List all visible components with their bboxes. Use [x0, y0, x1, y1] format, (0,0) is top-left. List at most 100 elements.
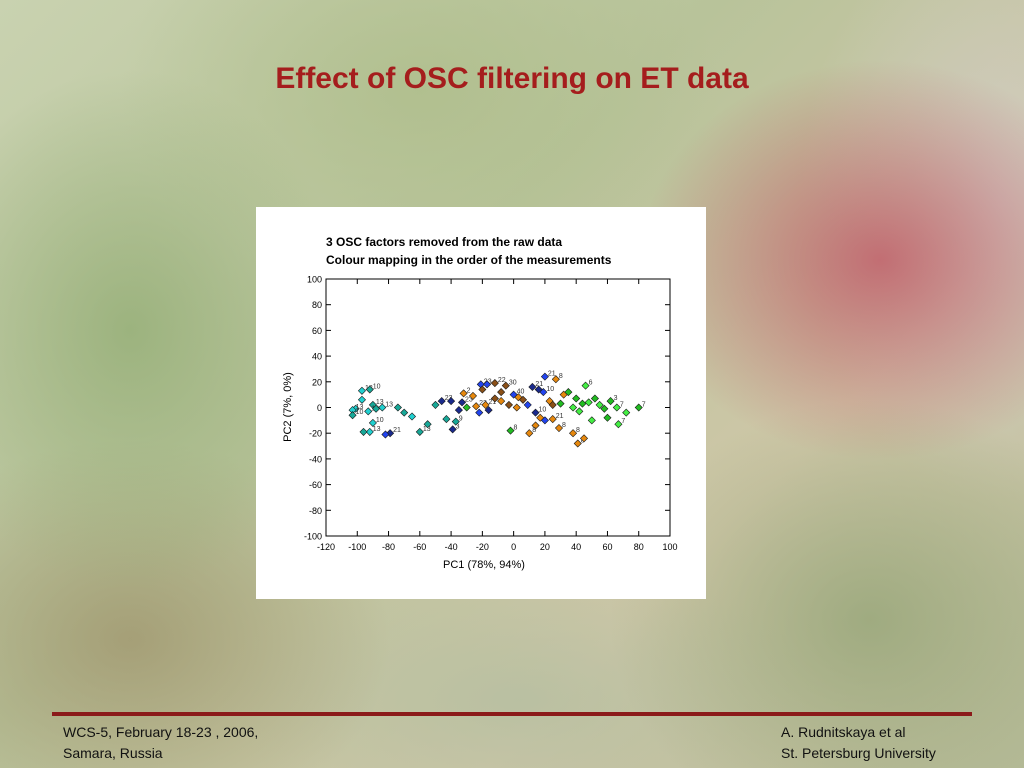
data-point-label: 10	[373, 384, 381, 391]
data-point	[587, 416, 596, 425]
data-point	[490, 379, 499, 388]
chart-title-line1: 3 OSC factors removed from the raw data	[326, 235, 562, 249]
data-point-label: 8	[562, 422, 566, 429]
data-point	[569, 403, 578, 412]
y-tick-label: -40	[309, 454, 322, 464]
data-point	[483, 380, 492, 389]
data-point	[437, 397, 446, 406]
data-point	[579, 434, 589, 443]
data-point-label: 10	[376, 417, 384, 424]
data-point	[393, 403, 402, 412]
data-point	[458, 398, 467, 407]
x-tick-label: -40	[445, 542, 458, 552]
data-point	[590, 394, 599, 403]
data-point	[490, 394, 499, 403]
data-point-label: 13	[373, 426, 381, 433]
data-point	[531, 408, 540, 417]
x-tick-label: 100	[662, 542, 677, 552]
data-point	[481, 400, 490, 409]
data-point	[415, 427, 424, 436]
data-point-label: 7	[621, 418, 625, 425]
data-point-label: 10	[539, 407, 547, 414]
x-axis: -120 -100 -80 -60 -40 -20 0 20 40 60 80 100	[317, 279, 678, 552]
data-point-label: 21	[556, 413, 564, 420]
data-point-label: 13	[356, 404, 364, 411]
data-point	[448, 425, 457, 434]
footer-left: WCS-5, February 18-23 , 2006, Samara, Ru…	[63, 722, 258, 764]
data-point	[595, 400, 604, 409]
data-point	[357, 386, 366, 395]
data-point-label: 40	[517, 389, 525, 396]
data-point-label: 22	[498, 377, 506, 384]
data-point	[447, 397, 456, 406]
data-point-label: 3	[456, 423, 460, 430]
footer-authors: A. Rudnitskaya et al	[781, 724, 906, 740]
x-tick-label: -80	[382, 542, 395, 552]
data-point	[478, 385, 487, 394]
x-tick-label: 60	[602, 542, 612, 552]
x-tick-label: -100	[348, 542, 366, 552]
data-point	[518, 395, 528, 404]
data-point	[531, 421, 540, 430]
y-tick-label: -80	[309, 506, 322, 516]
data-point	[528, 382, 537, 391]
data-point-label: 10	[356, 409, 364, 416]
data-point	[442, 415, 451, 424]
footer-event: WCS-5, February 18-23 , 2006,	[63, 724, 259, 740]
data-point	[540, 416, 549, 425]
data-point	[572, 394, 581, 403]
data-point	[462, 403, 471, 412]
data-point	[459, 389, 468, 398]
data-point-label: 8	[532, 427, 536, 434]
data-point	[512, 403, 521, 412]
data-point	[423, 420, 432, 429]
data-point	[365, 385, 374, 394]
data-point	[634, 403, 643, 412]
data-point	[378, 403, 387, 412]
data-point	[525, 429, 534, 438]
data-point	[606, 397, 615, 406]
y-tick-label: 80	[312, 300, 322, 310]
data-point	[357, 395, 366, 404]
x-tick-label: 80	[634, 542, 644, 552]
data-point	[581, 381, 590, 390]
data-points: 1310131013101310132113239323223222221304…	[348, 371, 646, 448]
data-point	[573, 439, 582, 448]
y-tick-label: -20	[309, 429, 322, 439]
footer-affiliation: St. Petersburg University	[781, 745, 936, 761]
chart-title-line2: Colour mapping in the order of the measu…	[326, 253, 612, 267]
data-point-label: 8	[576, 427, 580, 434]
footer-rule	[52, 712, 972, 716]
data-point-label: 13	[423, 426, 431, 433]
data-point	[622, 408, 631, 417]
chart-panel: 3 OSC factors removed from the raw data …	[256, 207, 706, 599]
data-point-label: 10	[546, 386, 554, 393]
data-point	[472, 402, 481, 411]
data-point	[484, 406, 493, 415]
data-point-label: 8	[559, 373, 563, 380]
data-point	[506, 426, 515, 435]
x-tick-label: -60	[413, 542, 426, 552]
data-point	[554, 424, 564, 433]
footer-location: Samara, Russia	[63, 745, 163, 761]
data-point-label: 21	[535, 381, 543, 388]
data-point	[381, 430, 390, 439]
data-point	[569, 429, 578, 438]
data-point	[359, 427, 368, 436]
data-point	[523, 400, 532, 409]
y-axis: 100 80 60 40 20 0 -20 -40 -60 -80 -100	[304, 275, 670, 542]
x-tick-label: 40	[571, 542, 581, 552]
x-tick-label: 20	[540, 542, 550, 552]
y-tick-label: -100	[304, 532, 322, 542]
data-point	[509, 390, 518, 399]
data-point	[612, 403, 621, 412]
slide-title: Effect of OSC filtering on ET data	[275, 62, 749, 95]
data-point-label: 30	[509, 380, 517, 387]
x-tick-label: -20	[476, 542, 489, 552]
data-point	[365, 427, 374, 436]
data-point	[475, 408, 484, 417]
data-point	[556, 399, 565, 408]
y-tick-label: 20	[312, 377, 322, 387]
data-point	[497, 388, 506, 397]
x-tick-label: 0	[511, 542, 516, 552]
